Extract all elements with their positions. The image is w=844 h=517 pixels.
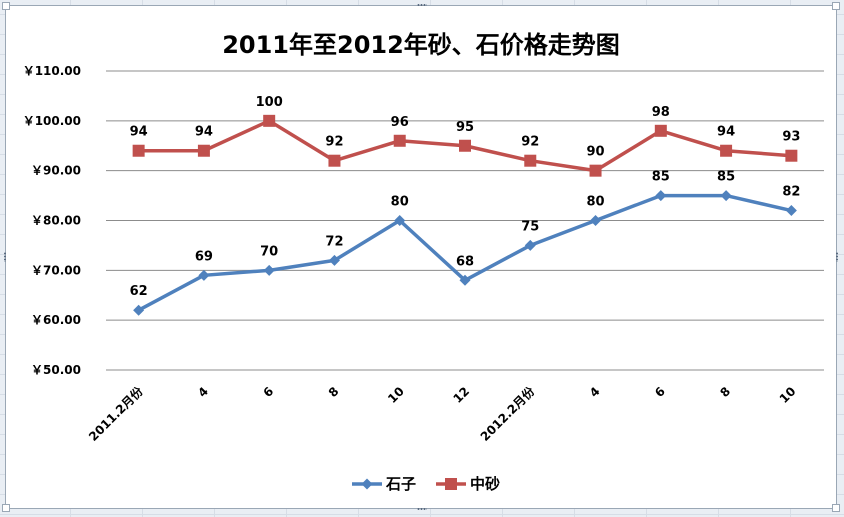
- x-tick-label: 8: [326, 384, 342, 400]
- y-tick-label: ￥50.00: [31, 363, 81, 377]
- resize-corner-top-left[interactable]: [2, 2, 10, 10]
- y-tick-label: ￥70.00: [31, 263, 81, 277]
- data-point-marker: [590, 215, 602, 226]
- y-tick-label: ￥100.00: [23, 114, 81, 128]
- data-label: 92: [325, 135, 343, 150]
- data-label: 68: [456, 254, 474, 269]
- chart-container[interactable]: 2011年至2012年砂、石价格走势图 ￥50.00 ￥60.00 ￥70.00 ￥8…: [2, 2, 840, 512]
- legend-label: 石子: [385, 475, 416, 493]
- series-lines: [132, 114, 798, 316]
- data-label: 94: [717, 125, 735, 140]
- gridlines: [106, 70, 824, 371]
- y-tick-label: ￥60.00: [31, 313, 81, 327]
- data-point-marker: [459, 139, 471, 152]
- data-point-marker: [263, 114, 276, 127]
- data-label: 80: [586, 195, 604, 210]
- resize-corner-top-right[interactable]: [832, 2, 840, 10]
- chart-title: 2011年至2012年砂、石价格走势图: [222, 31, 620, 59]
- x-tick-label: 4: [195, 384, 211, 400]
- data-point-marker: [785, 205, 797, 217]
- data-point-marker: [720, 190, 732, 202]
- data-label: 85: [717, 170, 735, 185]
- legend-marker: [445, 478, 457, 490]
- data-point-marker: [720, 144, 733, 157]
- data-label: 80: [391, 195, 409, 210]
- data-label: 98: [652, 105, 670, 120]
- data-point-marker: [589, 164, 602, 177]
- data-label: 93: [782, 130, 800, 145]
- data-label: 96: [391, 115, 409, 130]
- resize-handle-right[interactable]: [835, 252, 839, 262]
- data-point-marker: [393, 134, 406, 147]
- data-label: 92: [521, 135, 539, 150]
- data-point-marker: [394, 215, 406, 226]
- line-chart: 2011年至2012年砂、石价格走势图 ￥50.00 ￥60.00 ￥70.00 ￥8…: [23, 31, 824, 493]
- data-label: 100: [256, 95, 283, 110]
- data-point-marker: [654, 124, 667, 137]
- x-tick-label: 2012.2月份: [477, 383, 538, 444]
- series-line: [137, 193, 792, 312]
- data-label: 85: [652, 170, 670, 185]
- data-point-marker: [198, 269, 210, 281]
- x-tick-label: 10: [777, 384, 799, 406]
- legend-marker: [361, 478, 373, 490]
- data-label: 75: [521, 219, 539, 234]
- data-label: 94: [195, 125, 213, 140]
- data-point-marker: [524, 239, 536, 251]
- legend-label: 中砂: [470, 475, 500, 493]
- x-axis-ticks: 2011.2月份 4 6 8 10 12 2012.2月份 4 6 8 10: [85, 383, 798, 444]
- data-label: 95: [456, 120, 474, 135]
- data-label: 69: [195, 249, 213, 264]
- resize-handle-bottom[interactable]: [417, 507, 427, 511]
- data-point-marker: [197, 144, 210, 157]
- data-point-marker: [328, 154, 341, 167]
- data-label: 90: [586, 145, 604, 160]
- legend: 石子 中砂: [352, 475, 500, 493]
- resize-handle-top[interactable]: [417, 3, 427, 7]
- x-tick-label: 6: [652, 384, 668, 400]
- data-labels: 62 69 70 72 80 68 75 80 85 85 82 94 94 100 92 96 95 92 90 9…: [130, 95, 801, 299]
- x-tick-label: 6: [260, 384, 276, 400]
- x-tick-label: 2011.2月份: [85, 383, 146, 444]
- x-tick-label: 4: [587, 384, 603, 400]
- y-tick-label: ￥80.00: [31, 214, 81, 228]
- y-tick-label: ￥110.00: [23, 64, 81, 78]
- data-point-marker: [785, 149, 798, 162]
- data-point-marker: [524, 154, 537, 167]
- y-tick-label: ￥90.00: [31, 164, 81, 178]
- data-label: 70: [260, 244, 278, 259]
- resize-corner-bottom-right[interactable]: [832, 504, 840, 512]
- y-axis-ticks: ￥50.00 ￥60.00 ￥70.00 ￥80.00 ￥90.00 ￥100.00 ￥11…: [23, 64, 81, 377]
- data-point-marker: [459, 274, 471, 286]
- resize-handle-left[interactable]: [3, 252, 7, 262]
- data-point-marker: [328, 254, 340, 266]
- data-point-marker: [133, 304, 145, 316]
- data-label: 94: [130, 125, 148, 140]
- data-point-marker: [263, 264, 275, 276]
- data-label: 62: [130, 284, 148, 299]
- data-point-marker: [132, 144, 145, 157]
- x-tick-label: 10: [385, 384, 407, 406]
- x-tick-label: 8: [717, 384, 733, 400]
- data-point-marker: [655, 190, 667, 202]
- resize-corner-bottom-left[interactable]: [2, 504, 10, 512]
- sheet-gridline: [0, 514, 844, 515]
- data-label: 82: [782, 185, 800, 200]
- x-tick-label: 12: [450, 384, 472, 406]
- data-label: 72: [325, 234, 343, 249]
